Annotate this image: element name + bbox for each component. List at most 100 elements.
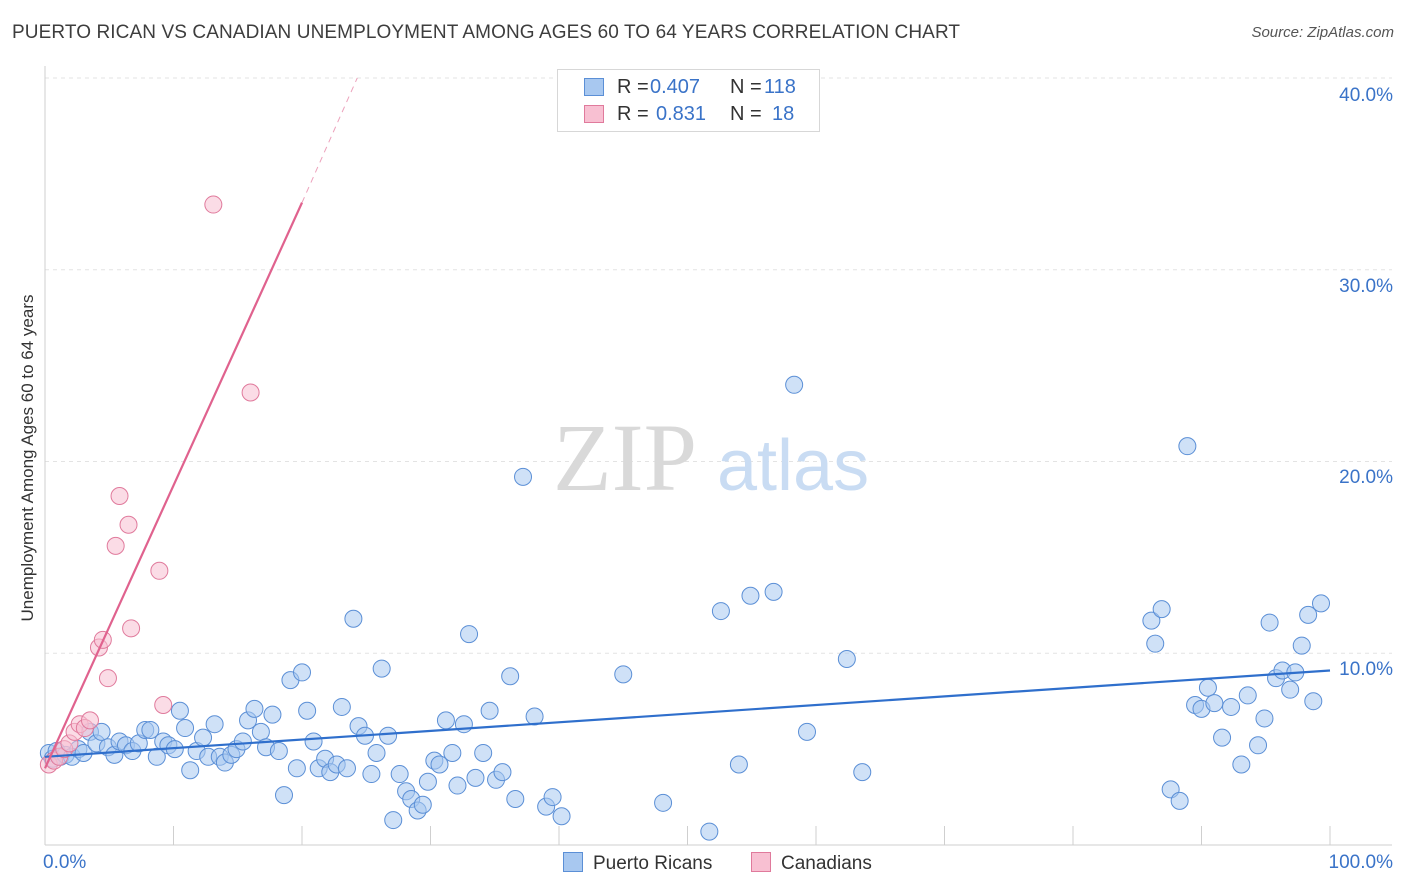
puerto-rican-point-102 [1178, 437, 1197, 456]
legend-n-label: N = [730, 103, 762, 125]
scatter-points [39, 195, 1331, 841]
stats-legend: R = 0.407 N = 118 R = 0.831 N = 18 [557, 69, 820, 132]
puerto-rican-point-56 [362, 765, 381, 784]
canadian-point-11 [98, 669, 117, 688]
puerto-rican-point-27 [194, 728, 213, 747]
puerto-rican-point-40 [269, 742, 288, 761]
puerto-rican-point-95 [837, 650, 856, 669]
puerto-rican-point-43 [287, 759, 306, 778]
puerto-rican-point-99 [1152, 600, 1171, 619]
y-tick-30: 30.0% [1339, 276, 1393, 297]
puerto-rican-point-94 [798, 722, 817, 741]
puerto-rican-point-46 [304, 732, 323, 751]
puerto-rican-point-70 [443, 743, 462, 762]
puerto-rican-point-113 [1260, 613, 1279, 632]
puerto-rican-point-101 [1170, 791, 1189, 810]
puerto-rican-point-69 [436, 711, 455, 730]
puerto-rican-point-23 [170, 701, 189, 720]
legend-row-canadians: R = 0.831 N = 18 [558, 101, 819, 127]
legend-n-value: 18 [772, 103, 795, 125]
canadian-point-8 [80, 711, 99, 730]
puerto-rican-point-87 [654, 793, 673, 812]
watermark: ZIP atlas [553, 404, 869, 511]
puerto-rican-point-25 [181, 761, 200, 780]
canadian-trend-extension [301, 77, 358, 203]
puerto-rican-point-24 [176, 719, 195, 738]
legend-r-value: 0.831 [656, 103, 707, 125]
legend-swatch-blue [584, 78, 604, 96]
legend-n-label: N = [730, 76, 762, 98]
y-tick-10: 10.0% [1339, 659, 1393, 680]
canadian-point-17 [154, 696, 173, 715]
puerto-rican-point-120 [1304, 692, 1323, 711]
series-legend: Puerto Ricans Canadians [0, 852, 1406, 876]
legend-item-puerto-ricans[interactable]: Puerto Ricans [563, 852, 712, 875]
canadian-point-16 [150, 561, 169, 580]
puerto-rican-point-86 [614, 665, 633, 684]
puerto-rican-point-105 [1198, 678, 1217, 697]
canadian-point-12 [106, 536, 125, 555]
puerto-rican-point-36 [245, 699, 264, 718]
puerto-rican-point-110 [1238, 686, 1257, 705]
puerto-rican-point-111 [1249, 736, 1268, 755]
puerto-rican-point-84 [543, 788, 562, 807]
puerto-rican-point-92 [764, 582, 783, 601]
puerto-rican-point-112 [1255, 709, 1274, 728]
gridlines [45, 77, 1392, 654]
legend-r-label: R = [617, 76, 649, 98]
puerto-rican-point-68 [430, 755, 449, 774]
puerto-rican-point-121 [1312, 594, 1331, 613]
puerto-rican-point-96 [853, 763, 872, 782]
puerto-rican-point-59 [379, 726, 398, 745]
x-tick-max: 100.0% [1328, 852, 1393, 873]
puerto-rican-point-97 [1142, 611, 1161, 630]
puerto-rican-point-44 [293, 663, 311, 682]
legend-swatch-pink [584, 105, 604, 123]
puerto-rican-point-76 [480, 701, 499, 720]
puerto-rican-point-80 [506, 789, 525, 808]
legend-swatch-blue [563, 852, 583, 872]
puerto-rican-point-34 [233, 732, 252, 751]
puerto-rican-point-71 [448, 776, 467, 795]
puerto-rican-point-81 [514, 467, 533, 486]
puerto-rican-point-45 [298, 701, 317, 720]
legend-r-label: R = [617, 103, 649, 125]
puerto-rican-point-61 [390, 765, 409, 784]
puerto-rican-point-60 [384, 811, 403, 830]
watermark-zip: ZIP [553, 404, 697, 511]
canadian-point-19 [241, 383, 260, 402]
puerto-rican-point-65 [413, 795, 432, 814]
source-credit: Source: ZipAtlas.com [1251, 24, 1394, 41]
puerto-rican-point-82 [525, 707, 544, 726]
legend-item-canadians[interactable]: Canadians [751, 852, 872, 875]
puerto-rican-point-75 [474, 743, 493, 762]
y-tick-20: 20.0% [1339, 467, 1393, 488]
puerto-rican-point-58 [372, 659, 391, 678]
puerto-rican-point-41 [275, 786, 294, 805]
puerto-rican-point-10 [92, 722, 111, 741]
legend-label: Canadians [781, 853, 872, 874]
canadian-point-15 [122, 619, 141, 638]
puerto-rican-point-89 [711, 602, 730, 621]
puerto-rican-point-18 [141, 720, 160, 739]
puerto-rican-point-90 [729, 755, 748, 774]
puerto-rican-point-57 [367, 743, 386, 762]
puerto-rican-point-29 [205, 715, 224, 734]
canadian-trend-line [43, 202, 304, 769]
y-tick-40: 40.0% [1339, 85, 1393, 106]
puerto-rican-point-79 [501, 667, 520, 686]
canadian-point-14 [119, 515, 138, 534]
puerto-rican-point-37 [251, 722, 270, 741]
puerto-rican-point-73 [460, 625, 479, 644]
chart-title: PUERTO RICAN VS CANADIAN UNEMPLOYMENT AM… [12, 22, 961, 43]
puerto-rican-point-116 [1281, 680, 1300, 699]
puerto-rican-point-52 [337, 759, 356, 778]
puerto-rican-point-119 [1299, 605, 1318, 624]
legend-label: Puerto Ricans [593, 853, 713, 874]
trend-lines [43, 77, 1331, 769]
puerto-rican-point-88 [700, 822, 719, 841]
puerto-rican-point-93 [785, 375, 804, 394]
puerto-rican-point-85 [552, 807, 571, 826]
puerto-rican-point-78 [493, 763, 512, 782]
